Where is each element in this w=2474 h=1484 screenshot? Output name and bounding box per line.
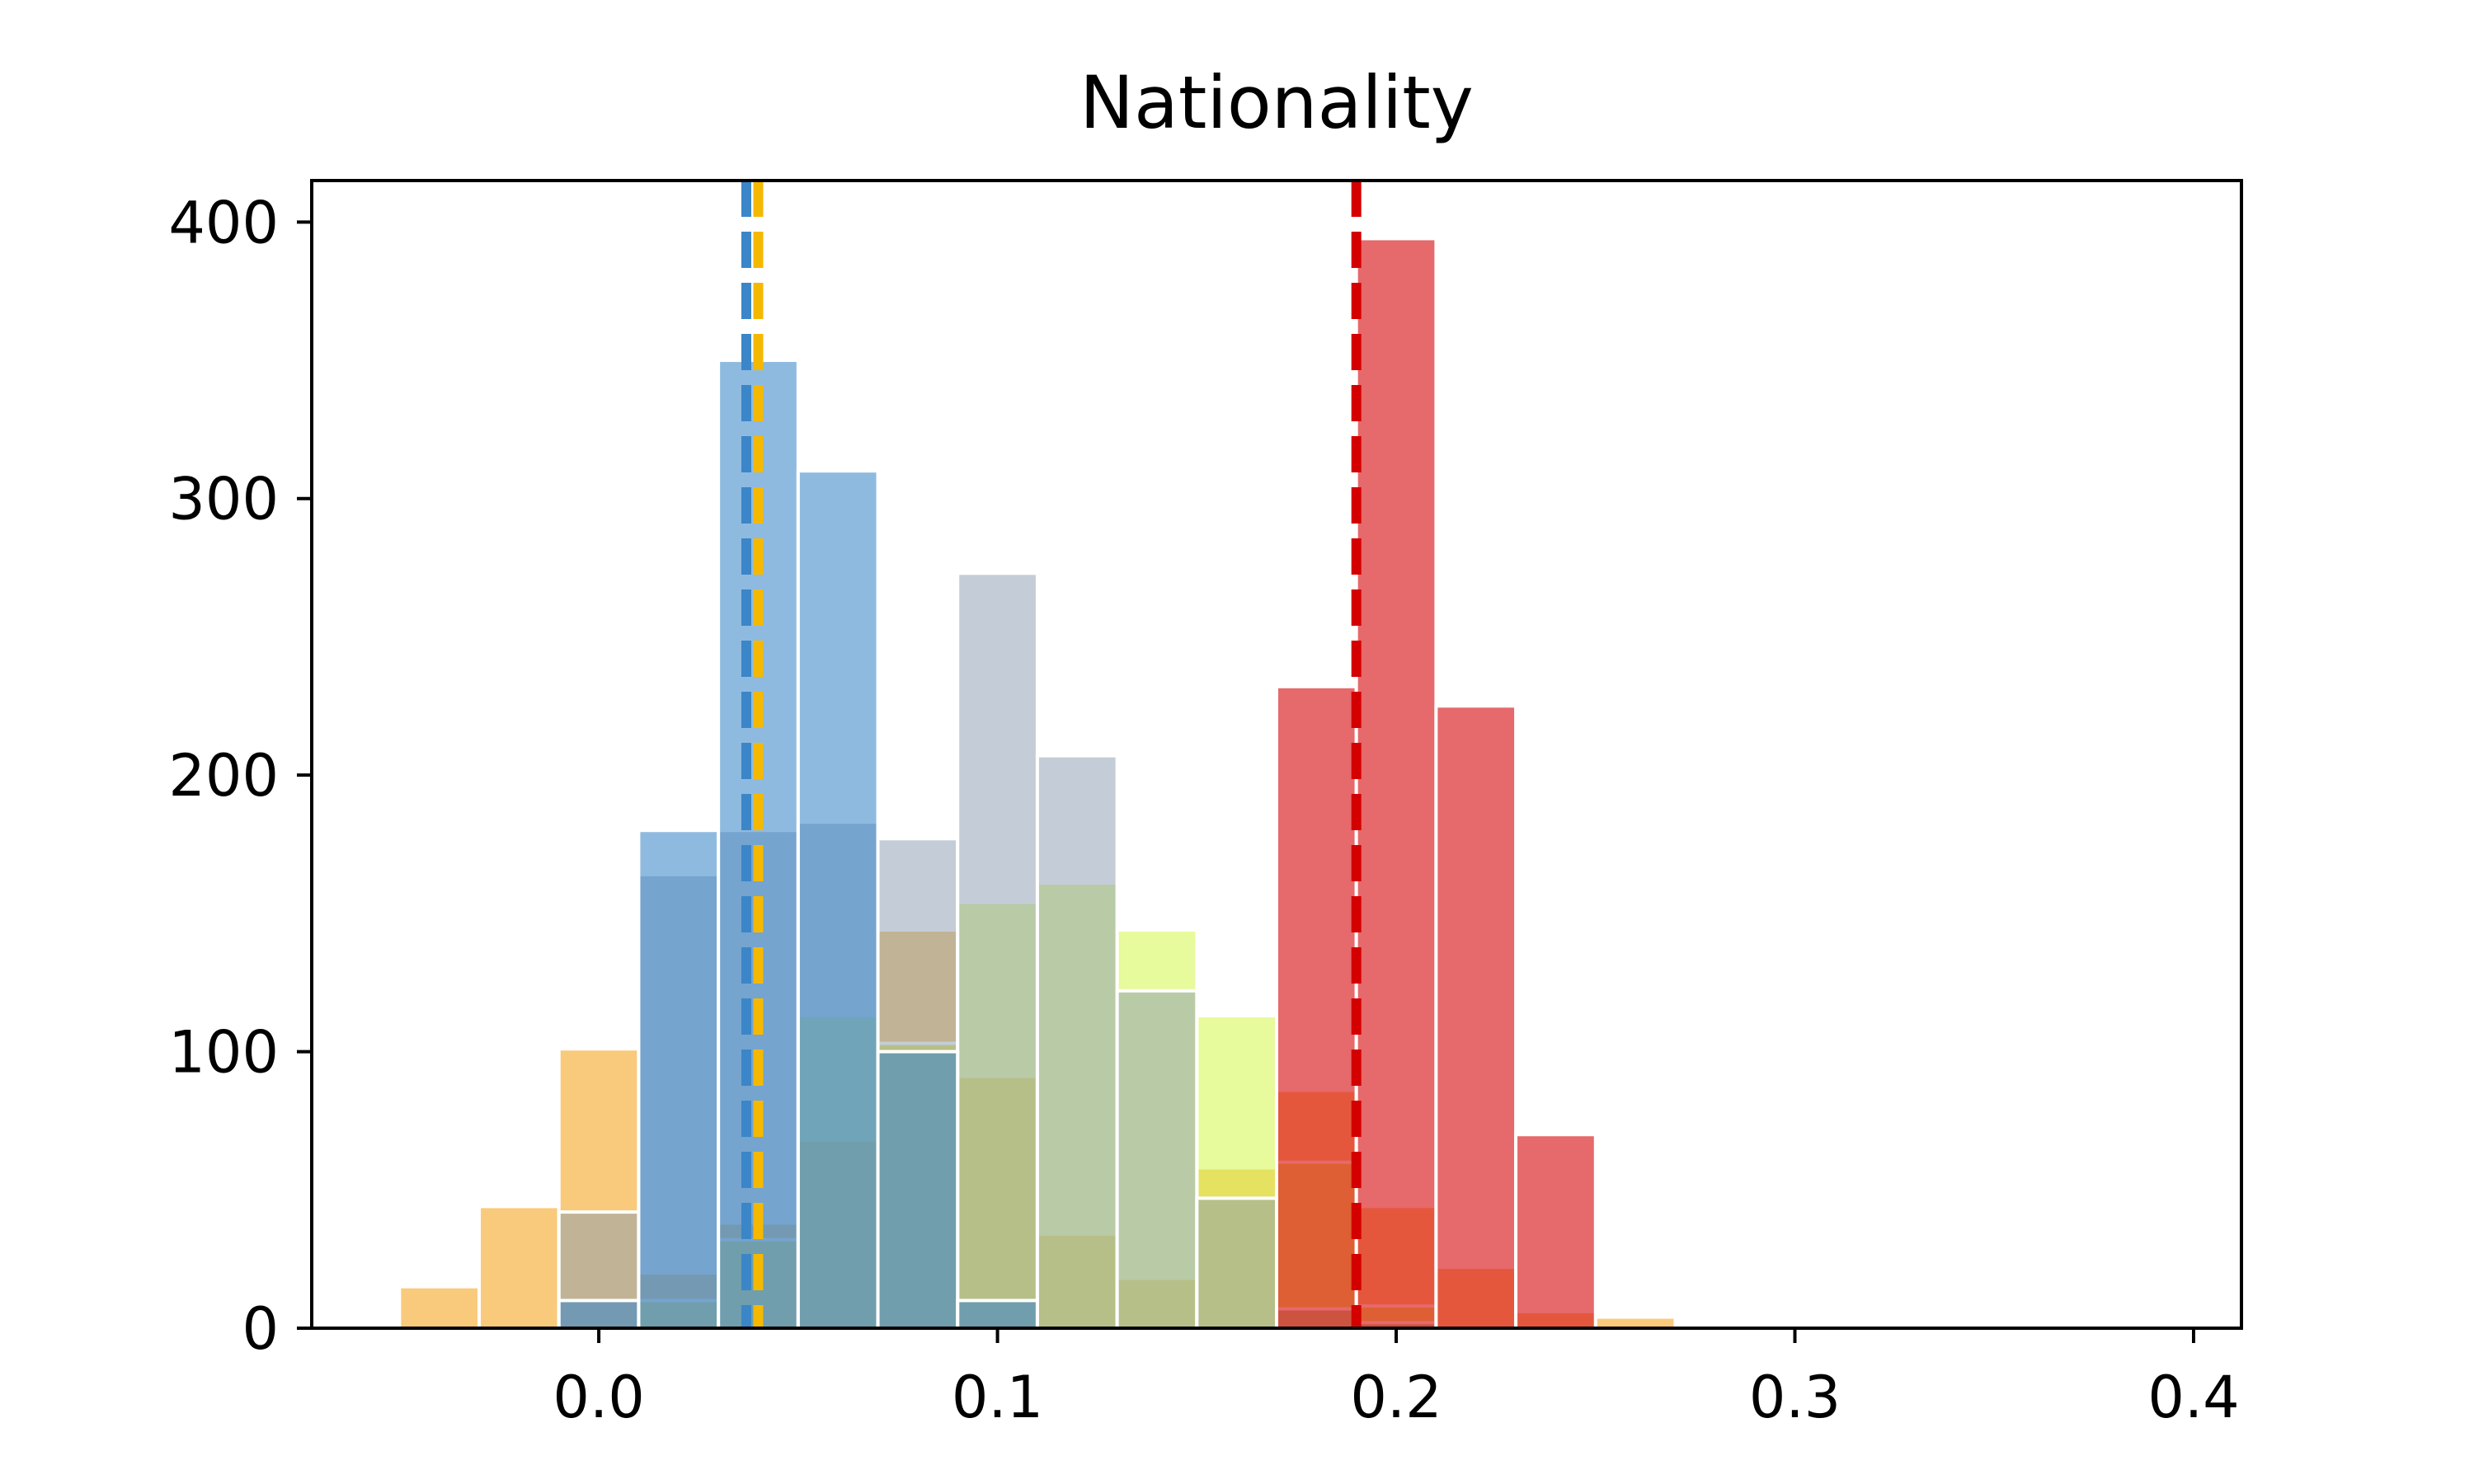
y-tick-label-1: 100: [168, 1019, 279, 1087]
y-tick-label-0: 0: [242, 1295, 279, 1363]
histogram-bar-s2-b6: [1035, 754, 1119, 1330]
y-tick-label-2: 200: [168, 742, 279, 810]
y-tick-label-3: 300: [168, 466, 279, 533]
histogram-bar-s4-b2: [1434, 704, 1518, 1330]
y-tick-label-4: 400: [168, 189, 279, 256]
histogram-bar-s2-b5: [956, 571, 1039, 1330]
histogram-bar-s4-b0: [1275, 684, 1358, 1330]
histogram-bar-s4-b1: [1354, 237, 1438, 1330]
histogram-bar-s0-b15: [1593, 1315, 1677, 1330]
histogram-bar-s3-b5: [956, 1298, 1039, 1331]
y-axis: 0 100 200 300 400: [168, 189, 312, 1363]
bars-layer: [397, 237, 1677, 1331]
x-tick-label-2: 0.2: [1350, 1364, 1442, 1431]
plot-frame: [310, 179, 2243, 1330]
histogram-bar-s3-b3: [796, 469, 880, 1330]
x-tick-label-1: 0.1: [952, 1364, 1043, 1431]
x-tick-label-0: 0.0: [553, 1364, 644, 1431]
histogram-bar-s0-b0: [397, 1284, 482, 1331]
x-tick-label-3: 0.3: [1749, 1364, 1841, 1431]
x-tick-label-4: 0.4: [2147, 1364, 2239, 1431]
histogram-bar-s2-b8: [1195, 1196, 1278, 1330]
histogram-bar-s2-b7: [1115, 989, 1199, 1330]
reference-lines-layer: [741, 181, 1362, 1328]
x-axis: 0.0 0.1 0.2 0.3 0.4: [553, 1328, 2240, 1431]
histogram-bar-s0-b1: [477, 1205, 561, 1330]
histogram-bar-s3-b1: [637, 829, 721, 1330]
chart-title: Nationality: [1079, 60, 1474, 145]
histogram-bar-s3-b0: [557, 1298, 641, 1331]
histogram-bar-s4-b3: [1514, 1133, 1597, 1331]
histogram-bar-s3-b4: [876, 1050, 960, 1331]
